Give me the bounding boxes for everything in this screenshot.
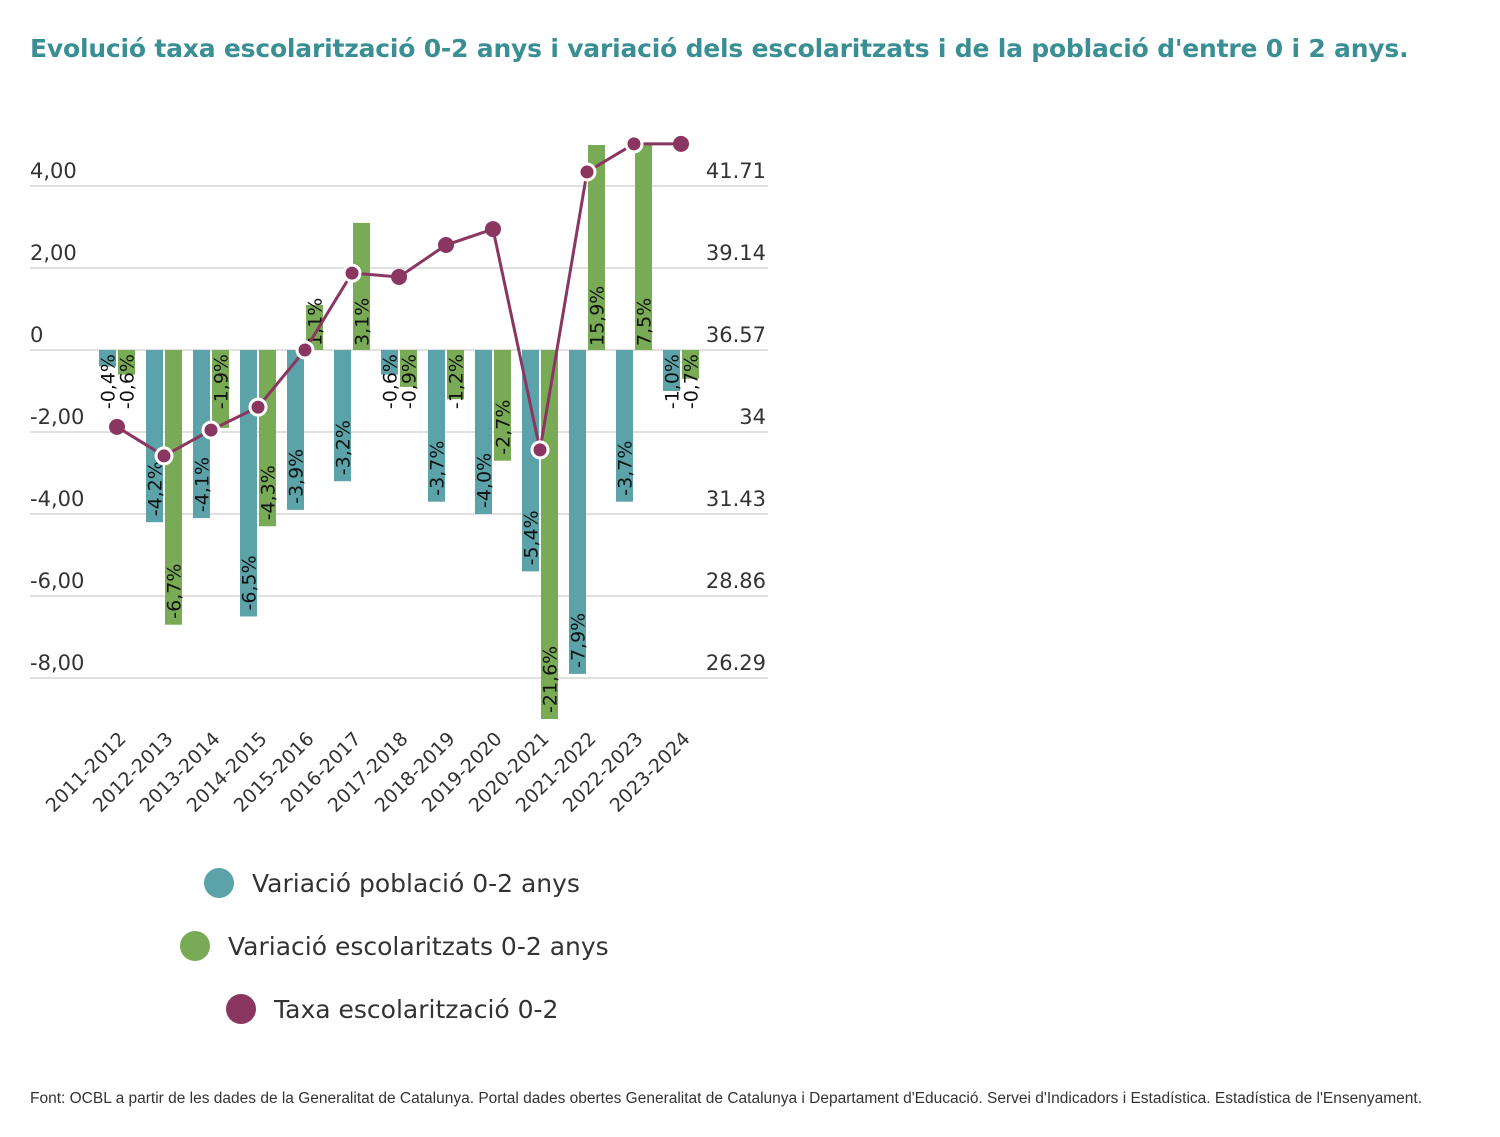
left-tick-label: 2,00 — [30, 241, 77, 265]
bar-escolaritzats — [259, 350, 276, 527]
bar-data-label: -0,6% — [117, 354, 139, 409]
taxa-point — [624, 134, 644, 154]
bar-data-label: -4,3% — [258, 465, 280, 520]
bar-labels: -0,4%-0,6%-4,2%-6,7%-4,1%-1,9%-6,5%-4,3%… — [98, 286, 703, 713]
taxa-point — [109, 418, 125, 435]
left-tick-label: -4,00 — [30, 487, 84, 511]
right-tick-label: 41.71 — [706, 159, 766, 183]
legend-item-escolaritzats[interactable]: Variació escolaritzats 0-2 anys — [180, 931, 609, 961]
bar-data-label: 7,5% — [634, 298, 656, 346]
legend-dot-green-icon — [180, 931, 210, 961]
bar-poblacio — [616, 350, 633, 502]
left-axis-ticks: 4,00 2,00 0 -2,00 -4,00 -6,00 -8,00 — [30, 159, 84, 675]
gridlines — [30, 185, 768, 679]
bar-escolaritzats — [212, 350, 229, 428]
right-axis-ticks: 41.71 39.14 36.57 34 31.43 28.86 26.29 — [706, 159, 766, 675]
x-axis-ticks: 2011-20122012-20132013-20142014-20152015… — [42, 728, 695, 817]
taxa-point — [342, 263, 362, 283]
taxa-point — [577, 162, 597, 182]
bar-escolaritzats — [447, 350, 464, 400]
taxa-point — [154, 446, 174, 466]
taxa-point — [391, 268, 407, 285]
bar-data-label: -4,2% — [145, 461, 167, 516]
bar-poblacio — [334, 350, 351, 482]
bar-poblacio — [569, 350, 586, 674]
legend-item-poblacio[interactable]: Variació població 0-2 anys — [204, 868, 580, 898]
right-tick-label: 36.57 — [706, 323, 766, 347]
taxa-point — [530, 440, 550, 460]
bar-data-label: -5,4% — [521, 510, 543, 565]
left-tick-label: 4,00 — [30, 159, 77, 183]
bar-poblacio — [428, 350, 445, 502]
right-tick-label: 26.29 — [706, 651, 766, 675]
bar-data-label: -6,7% — [164, 564, 186, 619]
bar-poblacio — [475, 350, 492, 514]
bar-data-label: 3,1% — [352, 298, 374, 346]
left-tick-label: -6,00 — [30, 569, 84, 593]
bar-data-label: -0,4% — [98, 354, 120, 409]
bar-escolaritzats — [165, 350, 182, 625]
bar-data-label: -1,9% — [211, 354, 233, 409]
bar-escolaritzats — [118, 350, 135, 375]
bar-poblacio — [240, 350, 257, 617]
legend-dot-teal-icon — [204, 868, 234, 898]
bar-data-label: -2,7% — [493, 400, 515, 455]
bar-data-label: -1,0% — [662, 354, 684, 409]
bar-poblacio — [146, 350, 163, 523]
combo-chart: 4,00 2,00 0 -2,00 -4,00 -6,00 -8,00 41.71 39.14… — [30, 134, 768, 817]
bar-data-label: -3,9% — [286, 449, 308, 504]
legend-item-taxa[interactable]: Taxa escolarització 0-2 — [226, 994, 558, 1024]
source-footer: Font: OCBL a partir de les dades de la G… — [30, 1090, 1423, 1107]
right-tick-label: 31.43 — [706, 487, 766, 511]
right-tick-label: 39.14 — [706, 241, 766, 265]
legend-label: Variació població 0-2 anys — [252, 868, 580, 898]
taxa-point — [295, 340, 315, 360]
bar-poblacio — [381, 350, 398, 375]
bar-escolaritzats — [635, 145, 652, 350]
bar-poblacio — [287, 350, 304, 510]
bar-data-label: -3,2% — [333, 420, 355, 475]
taxa-point — [438, 237, 454, 254]
right-tick-label: 34 — [739, 405, 766, 429]
left-tick-label: -8,00 — [30, 651, 84, 675]
taxa-point — [485, 221, 501, 238]
bar-data-label: 1,1% — [305, 298, 327, 346]
legend-label: Taxa escolarització 0-2 — [274, 994, 559, 1024]
bar-poblacio — [99, 350, 116, 367]
bar-escolaritzats — [682, 350, 699, 379]
bar-escolaritzats — [353, 222, 370, 350]
chart-title: Evolució taxa escolarització 0-2 anys i … — [30, 34, 1409, 63]
legend-dot-purple-icon — [226, 994, 256, 1024]
taxa-point — [248, 397, 268, 417]
bar-data-label: -7,9% — [568, 613, 590, 668]
bar-escolaritzats — [400, 350, 417, 387]
bar-escolaritzats — [494, 350, 511, 461]
bar-escolaritzats — [588, 145, 605, 350]
bar-data-label: -3,7% — [427, 441, 449, 496]
legend-label: Variació escolaritzats 0-2 anys — [228, 931, 609, 961]
taxa-line — [109, 134, 689, 466]
left-tick-label: -2,00 — [30, 405, 84, 429]
right-tick-label: 28.86 — [706, 569, 766, 593]
bar-data-label: -21,6% — [540, 646, 562, 713]
bar-poblacio — [663, 350, 680, 391]
bar-data-label: -1,2% — [446, 354, 468, 409]
bar-data-label: -6,5% — [239, 555, 261, 610]
bar-data-label: -4,0% — [474, 453, 496, 508]
bar-data-label: -4,1% — [192, 457, 214, 512]
taxa-point — [201, 420, 221, 440]
bar-data-label: -0,9% — [399, 354, 421, 409]
bars — [99, 145, 699, 719]
left-tick-label: 0 — [30, 323, 43, 347]
bar-data-label: -0,6% — [380, 354, 402, 409]
taxa-point — [673, 135, 689, 152]
bar-poblacio — [522, 350, 539, 572]
bar-data-label: 15,9% — [587, 286, 609, 346]
bar-data-label: -3,7% — [615, 441, 637, 496]
bar-data-label: -0,7% — [681, 354, 703, 409]
